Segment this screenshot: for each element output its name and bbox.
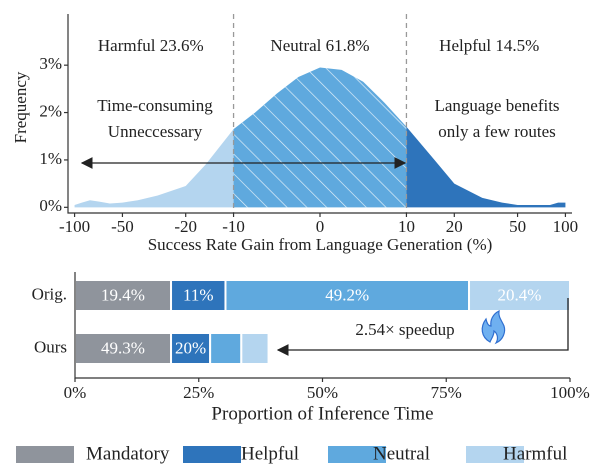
segment-label: 20.4% — [498, 285, 542, 304]
legend-swatch — [466, 446, 524, 463]
y-tick-label: 3% — [39, 54, 62, 73]
legend-swatch — [183, 446, 241, 463]
x-tick-label: 0 — [316, 217, 325, 236]
x-axis-label: Success Rate Gain from Language Generati… — [148, 235, 493, 254]
legend-swatch — [328, 446, 386, 463]
bar-plot: Orig. 19.4% 11% 49.2% 20.4% Ours 49.3% 20% 2.54×… — [16, 272, 590, 464]
region-label: Helpful 14.5% — [439, 36, 539, 55]
segment-label: 11% — [183, 285, 214, 304]
legend-label: Neutral — [373, 443, 430, 464]
x-tick-label: -10 — [222, 217, 245, 236]
annotation: Time-consuming — [97, 96, 213, 115]
x-tick-label: 75% — [431, 383, 462, 402]
annotation: Unneccessary — [108, 122, 203, 141]
x-tick-label: 25% — [183, 383, 214, 402]
annotation: only a few routes — [438, 122, 556, 141]
density-plot: Harmful 23.6% Neutral 61.8% Helpful 14.5% T… — [11, 14, 578, 254]
bar-segment — [74, 279, 173, 312]
bar-segment — [240, 332, 270, 365]
segment-label: 49.2% — [325, 285, 369, 304]
region-label: Harmful 23.6% — [98, 36, 204, 55]
segment-label: 19.4% — [101, 285, 145, 304]
segment-label: 49.3% — [101, 338, 145, 357]
x-tick-label: 10 — [398, 217, 415, 236]
y-tick-label: Orig. — [32, 284, 67, 303]
axis-line — [67, 14, 572, 214]
legend-label: Harmful — [503, 443, 567, 464]
x-tick-label: 20 — [446, 217, 463, 236]
x-tick-label: 0% — [64, 383, 87, 402]
segment-label: 20% — [175, 338, 206, 357]
bar-segment — [224, 279, 471, 312]
speedup-label: 2.54× speedup — [355, 320, 454, 339]
y-axis-label: Frequency — [11, 71, 30, 143]
legend-label: Mandatory — [86, 443, 170, 464]
bar-segment — [468, 279, 571, 312]
x-tick-label: 100 — [553, 217, 579, 236]
x-tick-label: 50% — [307, 383, 338, 402]
x-tick-label: -20 — [174, 217, 197, 236]
legend-swatch — [16, 446, 74, 463]
y-tick-label: Ours — [34, 337, 67, 356]
y-tick-label: 2% — [39, 101, 62, 120]
bar-segment — [74, 332, 173, 365]
annotation: Language benefits — [434, 96, 559, 115]
x-tick-label: 100% — [550, 383, 590, 402]
x-axis-label: Proportion of Inference Time — [211, 403, 433, 424]
bar-segment — [170, 279, 227, 312]
flame-icon — [481, 309, 506, 345]
density-area — [406, 126, 566, 208]
density-area — [74, 129, 234, 208]
x-tick-label: 50 — [509, 217, 526, 236]
y-tick-label: 0% — [39, 196, 62, 215]
x-tick-label: -100 — [59, 217, 90, 236]
hatch — [233, 67, 407, 208]
speedup-arrow — [276, 298, 569, 356]
bar-segment — [209, 332, 243, 365]
region-label: Neutral 61.8% — [270, 36, 369, 55]
y-tick-label: 1% — [39, 149, 62, 168]
x-tick-label: -50 — [111, 217, 134, 236]
legend-label: Helpful — [241, 443, 299, 464]
